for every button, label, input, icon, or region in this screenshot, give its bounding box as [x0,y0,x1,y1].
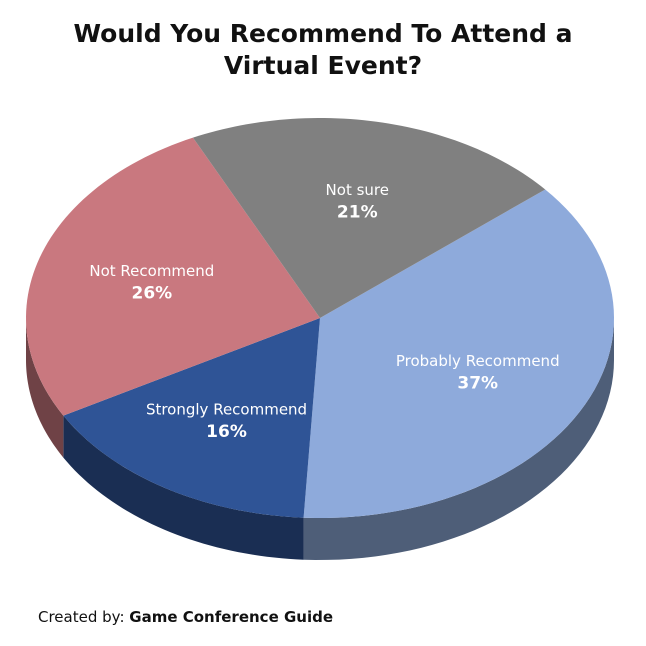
slice-label: Strongly Recommend [146,400,307,418]
slice-label: Not Recommend [89,262,214,280]
slice-label: Probably Recommend [396,352,560,370]
slice-side [63,415,304,560]
credit: Created by: Game Conference Guide [38,608,333,626]
slice-side [303,318,614,560]
credit-label: Created by: [38,608,125,626]
slice [26,137,321,416]
value-label: 26% [132,284,173,304]
chart: Probably Recommend 37% Strongly Recommend 1… [26,118,614,560]
slice-side [26,318,64,458]
slice [303,189,614,518]
chart-title: Would You Recommend To Attend a Virtual … [73,19,573,80]
credit-name: Game Conference Guide [129,608,334,626]
value-label: 21% [337,203,378,223]
slice [63,318,321,518]
slice [192,118,546,318]
value-label: 16% [206,422,247,442]
value-label: 37% [457,374,498,394]
slice-label: Not sure [326,181,389,199]
